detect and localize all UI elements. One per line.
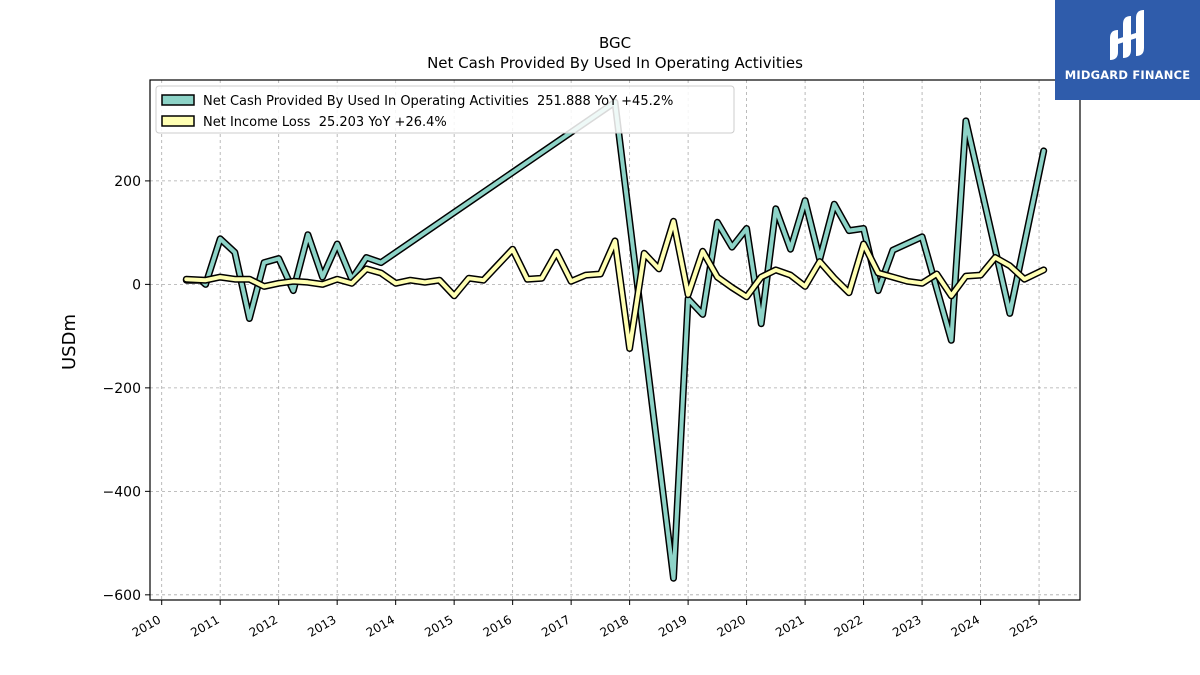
x-tick-label: 2012 (247, 612, 280, 639)
y-tick-label: −400 (103, 484, 141, 500)
plot-frame (149, 79, 1081, 601)
x-tick-label: 2014 (364, 612, 397, 639)
legend-swatch-net-income (161, 115, 195, 127)
x-tick-label: 2017 (539, 612, 572, 639)
x-tick-label: 2024 (949, 612, 982, 639)
x-tick-label: 2022 (832, 612, 865, 639)
grid (150, 80, 1080, 600)
y-tick-label: 200 (114, 174, 141, 190)
series-lines (182, 98, 1048, 582)
chart-title: BGC (599, 34, 631, 52)
legend-box (155, 85, 735, 134)
y-axis-ticks: 200 0 −200 −400 −600 (103, 174, 150, 604)
legend-label-net-cash: Net Cash Provided By Used In Operating A… (203, 94, 673, 109)
logo-mark-icon (1110, 10, 1144, 60)
brand-logo: MIDGARD FINANCE (1055, 0, 1200, 100)
x-tick-label: 2019 (656, 612, 689, 639)
y-tick-label: −600 (103, 588, 141, 604)
x-tick-label: 2010 (130, 612, 163, 639)
series-line-net-cash (184, 100, 1046, 581)
x-tick-label: 2015 (422, 612, 455, 639)
legend-label-net-income: Net Income Loss 25.203 YoY +26.4% (203, 115, 447, 130)
x-axis-ticks: 2010 2011 2012 2013 2014 2015 2016 2017 2018 2019… (130, 600, 1041, 640)
x-tick-label: 2020 (715, 612, 748, 639)
y-tick-label: −200 (103, 381, 141, 397)
x-tick-label: 2013 (305, 612, 338, 639)
chart-subtitle: Net Cash Provided By Used In Operating A… (427, 54, 803, 72)
logo-text: MIDGARD FINANCE (1064, 68, 1191, 82)
x-tick-label: 2021 (773, 612, 806, 639)
y-axis-label: USDm (59, 314, 80, 370)
legend-swatch-net-cash (161, 94, 195, 106)
x-tick-label: 2025 (1007, 612, 1040, 639)
x-tick-label: 2023 (890, 612, 923, 639)
series-outline-net-cash (182, 98, 1048, 582)
legend: Net Cash Provided By Used In Operating A… (155, 85, 735, 134)
x-tick-label: 2016 (481, 612, 514, 639)
x-tick-label: 2018 (598, 612, 631, 639)
y-tick-label: 0 (132, 277, 141, 293)
x-tick-label: 2011 (188, 612, 221, 639)
series-line-net-income (184, 219, 1046, 351)
